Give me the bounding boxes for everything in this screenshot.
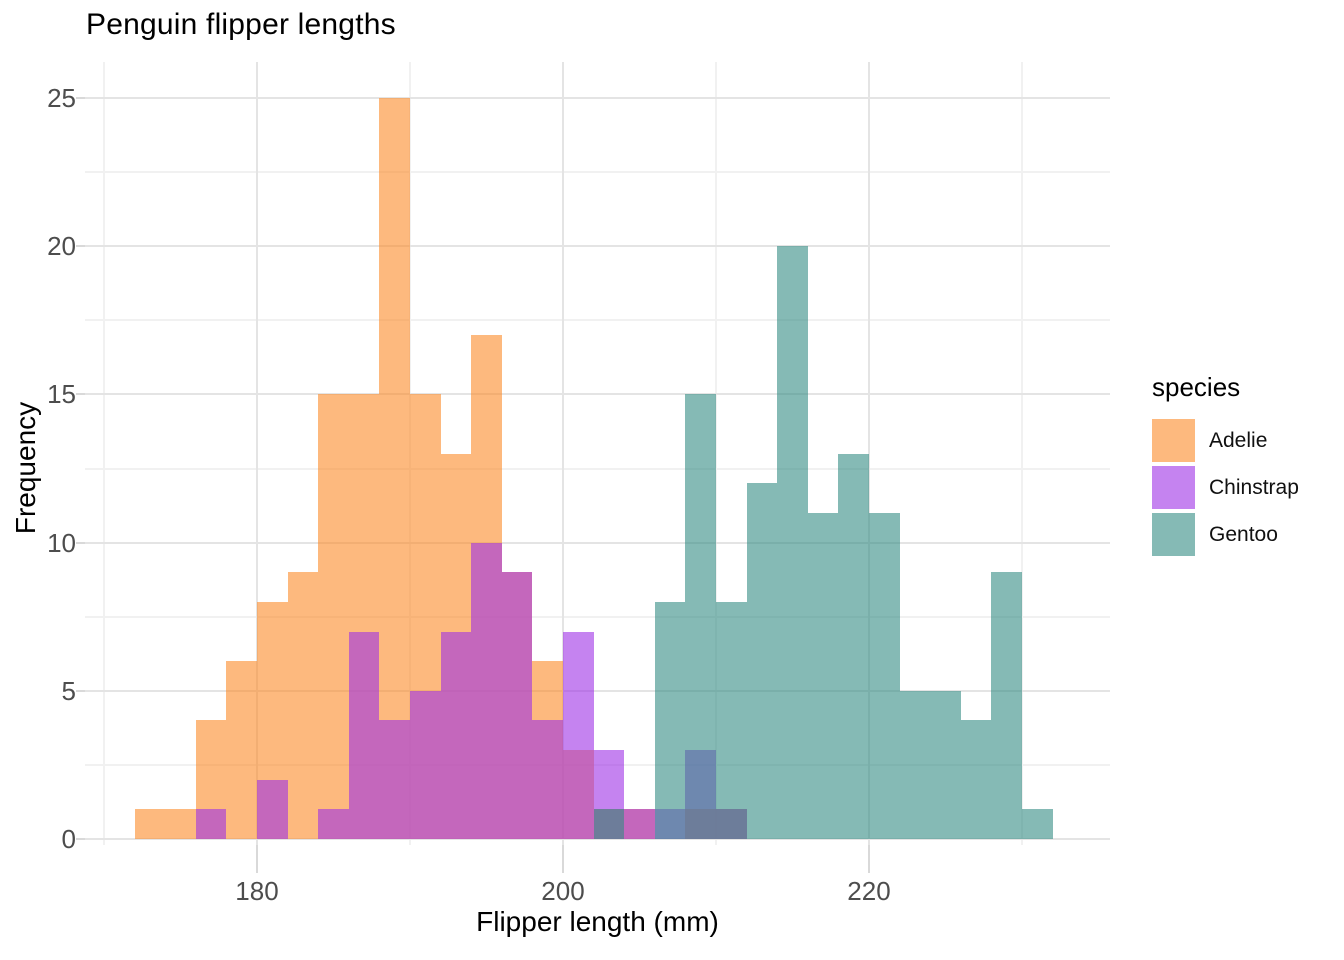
- y-tick-label: 20: [47, 231, 76, 262]
- histogram-bar-adelie: [134, 809, 166, 839]
- legend-swatch-chinstrap: [1152, 466, 1195, 509]
- histogram-bar-gentoo: [685, 394, 716, 839]
- histogram-bar-adelie: [226, 661, 257, 839]
- x-minor-gridline: [715, 62, 717, 845]
- histogram-bar-gentoo: [838, 453, 869, 839]
- y-tick-label: 15: [47, 379, 76, 410]
- histogram-bar-gentoo: [899, 690, 931, 839]
- x-major-gridline: [256, 62, 258, 845]
- y-tick-label: 10: [47, 527, 76, 558]
- histogram-bar-chinstrap: [440, 631, 472, 839]
- y-major-gridline: [85, 689, 1110, 692]
- y-tick-label: 0: [61, 824, 76, 854]
- legend-item-adelie: Adelie: [1152, 419, 1299, 462]
- y-minor-gridline: [85, 171, 1110, 174]
- histogram-bar-gentoo: [593, 809, 625, 839]
- histogram-bar-gentoo: [807, 512, 839, 839]
- plot-panel: [85, 62, 1110, 845]
- y-axis-tick: [76, 245, 85, 248]
- histogram-bar-chinstrap: [379, 720, 410, 839]
- y-minor-gridline: [85, 615, 1110, 618]
- histogram-bar-chinstrap: [471, 542, 502, 839]
- y-axis-tick: [76, 541, 85, 544]
- legend: species Adelie Chinstrap Gentoo: [1152, 372, 1299, 560]
- y-axis-tick: [76, 689, 85, 692]
- histogram-bar-chinstrap: [501, 572, 533, 839]
- x-minor-gridline: [103, 62, 105, 845]
- y-major-gridline: [85, 245, 1110, 248]
- histogram-bar-chinstrap: [410, 690, 441, 839]
- x-tick-label: 180: [235, 876, 279, 906]
- x-axis-title: Flipper length (mm): [476, 906, 719, 937]
- histogram-bar-chinstrap: [532, 720, 563, 839]
- x-axis-tick: [256, 845, 258, 873]
- histogram-bar-gentoo: [654, 601, 686, 839]
- histogram-bar-gentoo: [960, 720, 992, 839]
- x-minor-gridline: [1021, 62, 1023, 845]
- histogram-bar-gentoo: [777, 246, 808, 839]
- y-major-gridline: [85, 97, 1110, 99]
- y-minor-gridline: [85, 467, 1110, 470]
- histogram-bar-chinstrap: [563, 631, 594, 839]
- histogram-bar-adelie: [287, 572, 319, 839]
- histogram-bar-gentoo: [746, 483, 778, 839]
- y-tick-label: 25: [47, 83, 76, 113]
- legend-label-chinstrap: Chinstrap: [1209, 475, 1299, 499]
- y-axis-tick: [76, 97, 85, 99]
- legend-label-adelie: Adelie: [1209, 428, 1268, 452]
- histogram-bar-chinstrap: [257, 779, 288, 839]
- legend-title: species: [1152, 372, 1241, 402]
- legend-swatch-adelie: [1152, 419, 1195, 462]
- histogram-bar-gentoo: [869, 512, 900, 839]
- histogram-bar-chinstrap: [624, 809, 655, 839]
- y-minor-gridline: [85, 319, 1110, 322]
- histogram-bar-chinstrap: [195, 809, 227, 839]
- histogram-bar-gentoo: [716, 601, 747, 839]
- y-major-gridline: [85, 541, 1110, 544]
- y-axis-tick: [76, 393, 85, 396]
- histogram-bar-gentoo: [1022, 809, 1053, 839]
- histogram-bar-gentoo: [991, 572, 1022, 839]
- y-axis-title: Frequency: [10, 401, 41, 535]
- x-axis-tick: [562, 845, 564, 873]
- histogram-bar-chinstrap: [348, 631, 380, 839]
- histogram-bar-chinstrap: [318, 809, 349, 839]
- legend-label-gentoo: Gentoo: [1209, 522, 1278, 546]
- histogram-bar-adelie: [379, 98, 410, 839]
- legend-swatch-gentoo: [1152, 513, 1195, 556]
- x-major-gridline: [562, 62, 564, 845]
- x-tick-label: 200: [541, 876, 585, 906]
- legend-item-gentoo: Gentoo: [1152, 513, 1299, 556]
- legend-item-chinstrap: Chinstrap: [1152, 466, 1299, 509]
- x-major-gridline: [868, 62, 870, 845]
- y-major-gridline: [85, 393, 1110, 396]
- x-tick-label: 220: [847, 876, 891, 906]
- chart-title: Penguin flipper lengths: [86, 8, 396, 41]
- histogram-bar-adelie: [318, 394, 349, 839]
- histogram-bar-gentoo: [930, 690, 961, 839]
- y-axis-tick: [76, 838, 85, 840]
- histogram-bar-adelie: [165, 809, 196, 839]
- y-major-gridline: [85, 838, 1110, 840]
- x-axis-tick: [868, 845, 870, 873]
- y-tick-label: 5: [61, 675, 76, 706]
